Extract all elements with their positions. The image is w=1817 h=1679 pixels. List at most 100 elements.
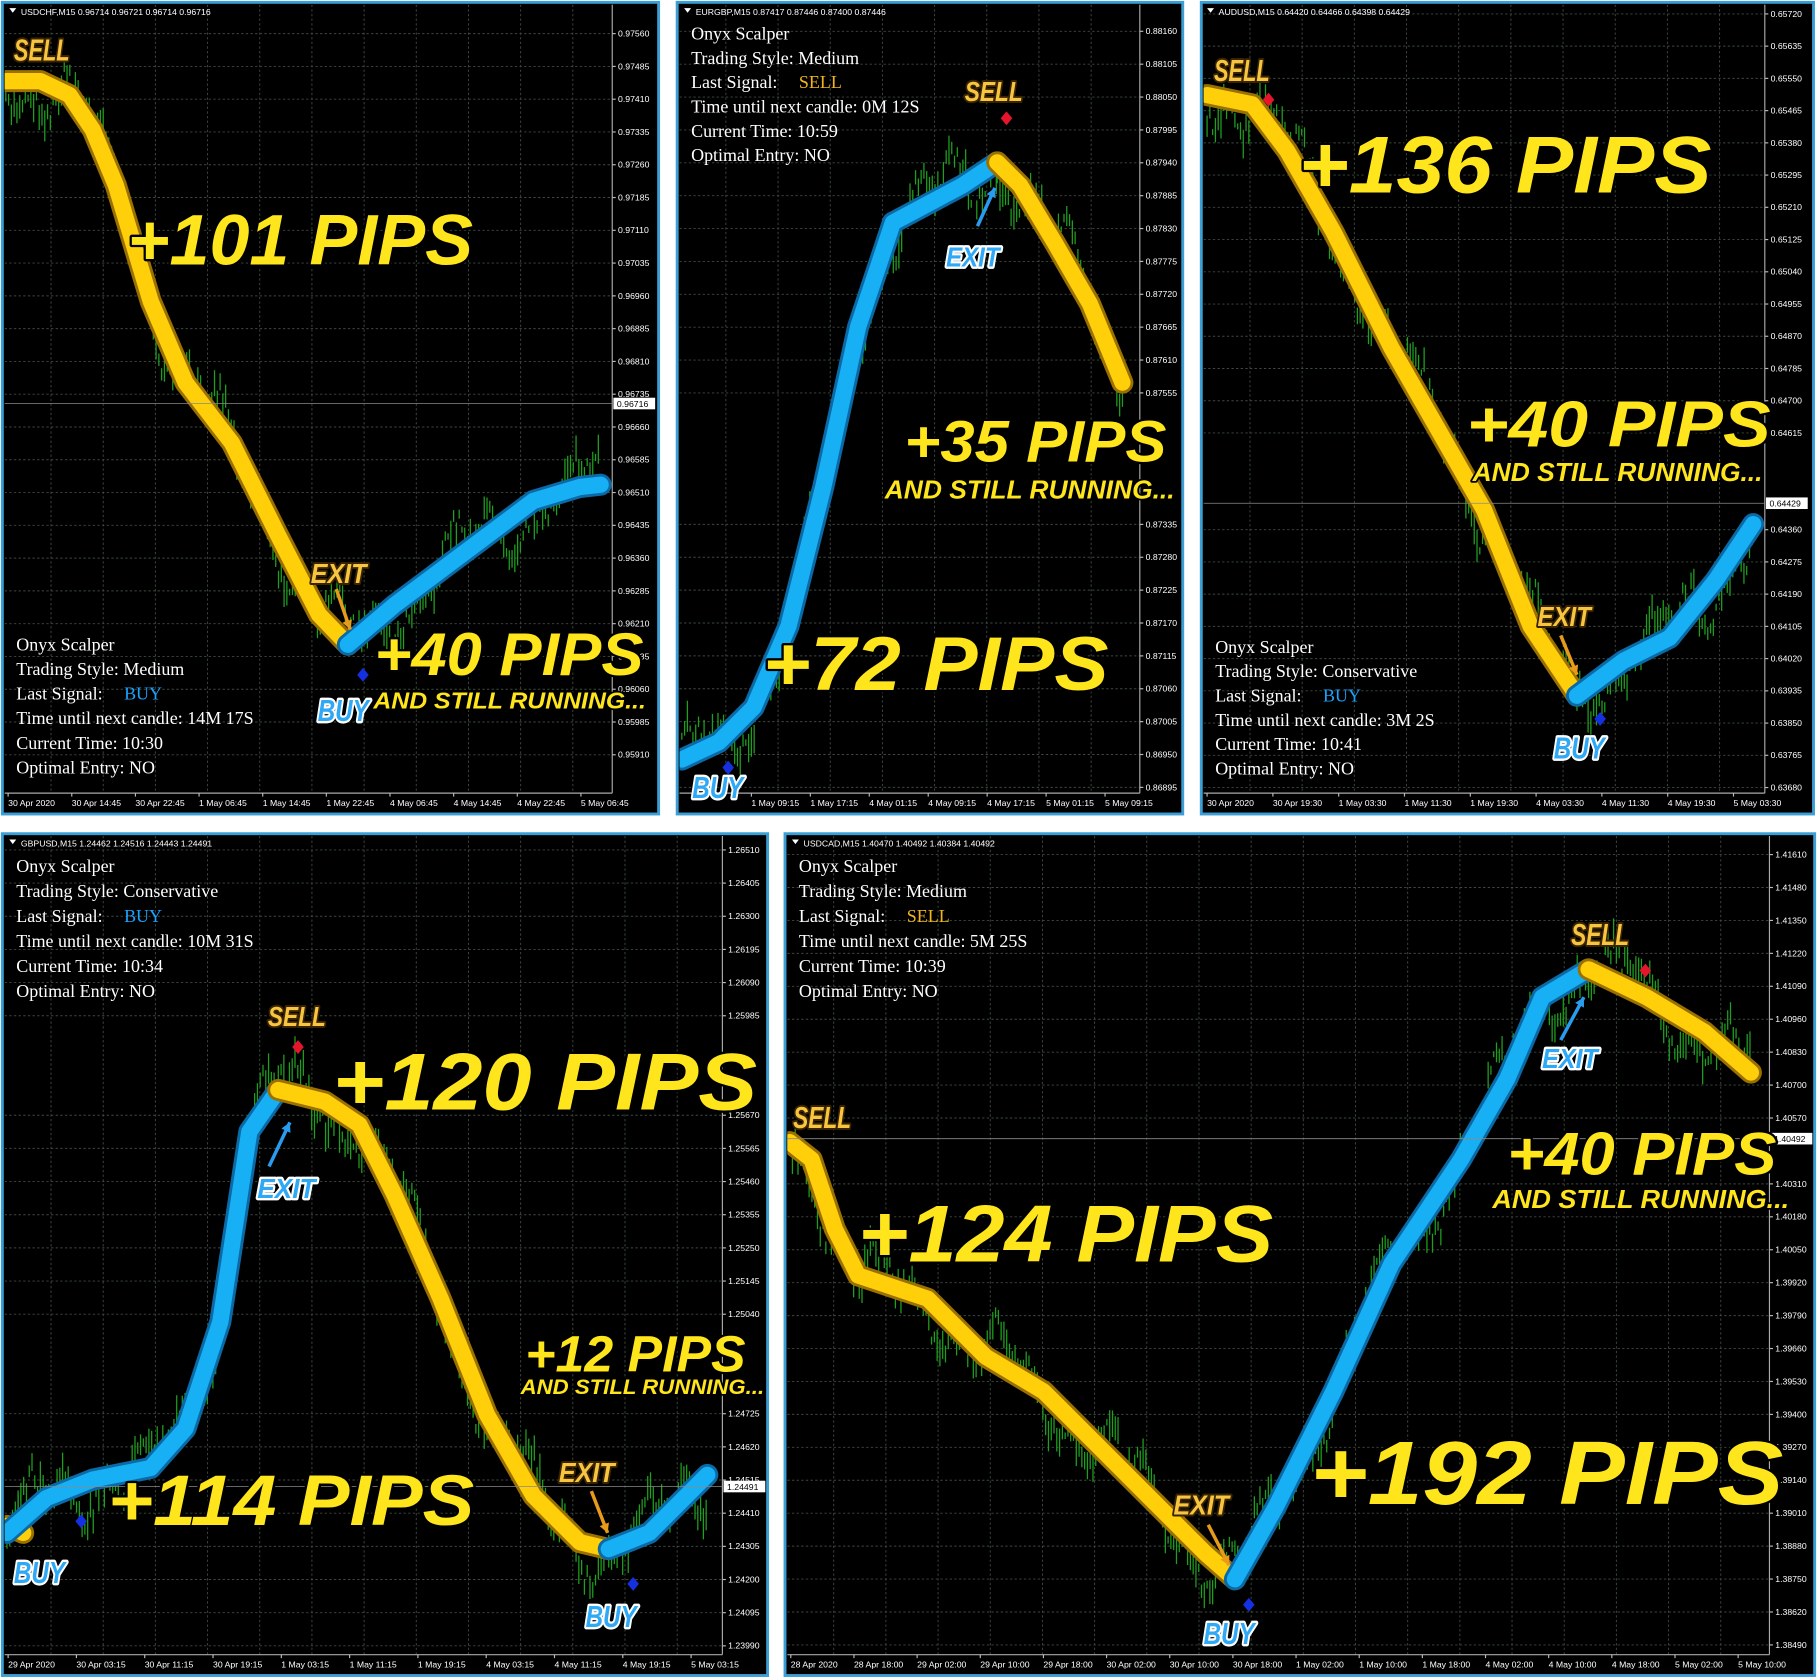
info-signal: SELL [907,906,950,926]
current-price: 1.40492 [1774,1134,1806,1144]
price-tick-label: 1.39010 [1775,1508,1807,1518]
pips-annotation: AND STILL RUNNING... [1472,459,1763,487]
info-entry: Optimal Entry: NO [1215,759,1354,779]
price-tick-label: 0.96735 [618,389,650,399]
current-price: 1.24491 [727,1482,759,1492]
time-tick-label: 30 Apr 2020 [8,798,55,808]
price-tick-label: 1.41350 [1775,915,1807,925]
exit-arrow-head [342,619,352,630]
price-tick-label: 0.64955 [1771,299,1803,309]
price-tick-label: 1.39270 [1775,1442,1807,1452]
signal-diamond [75,1514,87,1529]
info-timer: Time until next candle: 3M 2S [1215,710,1434,730]
price-tick-label: 1.25355 [728,1210,760,1220]
price-tick-label: 1.24305 [728,1541,760,1551]
info-entry: Optimal Entry: NO [691,145,830,165]
price-tick-label: 1.40570 [1775,1113,1807,1123]
time-tick-label: 4 May 03:15 [486,1659,534,1669]
price-tick-label: 0.87170 [1146,618,1178,628]
price-tick-label: 0.86895 [1146,782,1178,792]
signal-label: SELL [1571,919,1629,952]
signal-band [339,476,609,653]
info-time: Current Time: 10:34 [16,956,163,976]
signal-band [1568,515,1762,704]
price-tick-label: 0.97560 [618,29,650,39]
current-price: 0.64429 [1769,499,1801,509]
price-tick-label: 0.87720 [1146,289,1178,299]
info-name: Onyx Scalper [799,856,897,876]
signal-label: EXIT [559,1457,616,1488]
info-signal: BUY [1323,686,1361,706]
price-tick-label: 0.87555 [1146,388,1178,398]
pips-annotation: AND STILL RUNNING... [520,1376,765,1399]
price-tick-label: 0.65380 [1771,138,1803,148]
price-tick-label: 0.63935 [1771,686,1803,696]
signal-label: EXIT [257,1173,317,1204]
price-tick-label: 0.97260 [618,160,650,170]
header-icon [9,8,17,13]
pips-annotation: +40 PIPS [375,620,644,688]
price-tick-label: 1.26195 [728,944,760,954]
price-tick-label: 1.24620 [728,1442,760,1452]
time-tick-label: 4 May 02:00 [1486,1659,1534,1669]
info-style: Trading Style: Medium [799,881,967,901]
price-tick-label: 0.64615 [1771,428,1803,438]
plot-area [787,836,1770,1655]
price-tick-label: 1.25985 [728,1011,760,1021]
time-tick-label: 1 May 18:00 [1422,1659,1470,1669]
price-tick-label: 1.38880 [1775,1541,1807,1551]
price-tick-label: 0.96585 [618,455,650,465]
price-tick-label: 0.97110 [618,225,649,235]
pips-annotation: +120 PIPS [333,1038,757,1128]
price-tick-label: 0.96435 [618,520,650,530]
price-tick-label: 0.87940 [1146,158,1178,168]
signal-diamond [1639,963,1652,978]
price-tick-label: 1.24410 [728,1508,760,1518]
price-tick-label: 0.87335 [1146,519,1178,529]
time-tick-label: 30 Apr 10:00 [1170,1659,1219,1669]
price-tick-label: 0.64275 [1771,557,1803,567]
pips-annotation: +72 PIPS [763,622,1109,707]
price-tick-label: 1.41480 [1775,882,1807,892]
price-tick-label: 0.87060 [1146,684,1178,694]
header-icon [684,8,692,13]
price-tick-label: 1.40960 [1775,1014,1807,1024]
time-tick-label: 29 Apr 10:00 [980,1659,1029,1669]
header-icon [9,839,17,845]
info-entry: Optimal Entry: NO [16,757,155,777]
price-tick-label: 1.41090 [1775,981,1807,991]
price-tick-label: 0.64190 [1771,589,1803,599]
time-tick-label: 30 Apr 02:00 [1107,1659,1156,1669]
info-timer: Time until next candle: 0M 12S [691,96,919,116]
time-tick-label: 1 May 10:00 [1359,1659,1407,1669]
time-tick-label: 4 May 06:45 [390,798,438,808]
time-tick-label: 1 May 06:45 [199,798,247,808]
signal-diamond [1000,111,1013,126]
price-tick-label: 1.26510 [728,845,760,855]
time-tick-label: 1 May 02:00 [1296,1659,1344,1669]
plot-area [679,4,1140,794]
pips-annotation: AND STILL RUNNING... [372,687,646,713]
price-tick-label: 1.40700 [1775,1080,1807,1090]
symbol-header: EURGBP,M15 0.87417 0.87446 0.87400 0.874… [696,7,886,17]
time-tick-label: 4 May 19:30 [1668,798,1716,808]
signal-band [787,1134,1244,1588]
pips-annotation: +40 PIPS [1507,1120,1776,1188]
price-tick-label: 1.39530 [1775,1376,1807,1386]
price-tick-label: 0.64785 [1771,363,1803,373]
time-tick-label: 4 May 11:15 [554,1659,601,1669]
price-tick-label: 1.24095 [728,1608,760,1618]
price-tick-label: 1.39920 [1775,1278,1807,1288]
price-tick-label: 0.88050 [1146,92,1178,102]
price-tick-label: 0.96060 [618,684,650,694]
time-tick-label: 1 May 17:15 [810,798,858,808]
info-style: Trading Style: Medium [16,659,184,679]
info-name: Onyx Scalper [16,634,114,654]
price-tick-label: 1.41610 [1775,849,1807,859]
price-tick-label: 0.87885 [1146,191,1178,201]
price-tick-label: 0.63850 [1771,718,1803,728]
pips-annotation: +12 PIPS [525,1326,745,1383]
info-time: Current Time: 10:59 [691,121,838,141]
symbol-header: USDCAD,M15 1.40470 1.40492 1.40384 1.404… [804,838,995,848]
signal-diamond [292,1040,304,1055]
